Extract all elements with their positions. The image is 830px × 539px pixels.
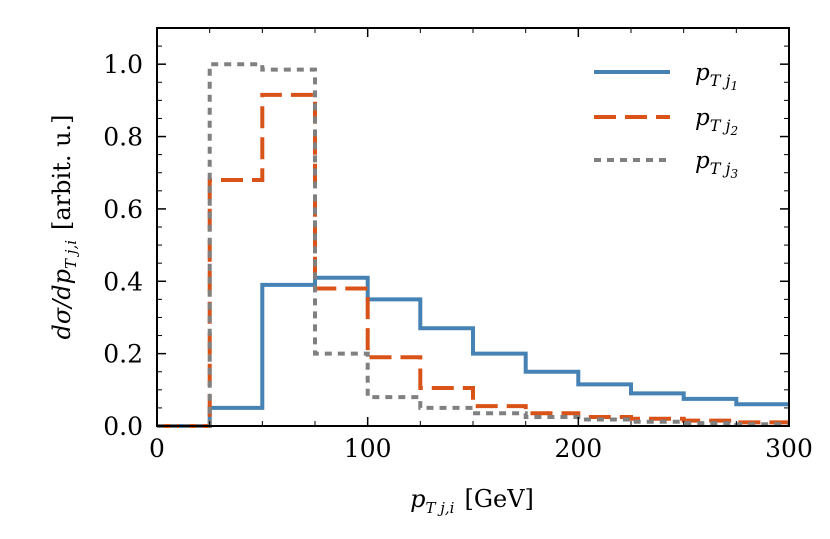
y-axis-label: dσ/dpT j,i[arbit. u.] [48,114,80,339]
y-tick-label: 0.2 [103,340,143,369]
x-tick-label: 200 [554,434,602,463]
y-tick-label: 1.0 [103,50,143,79]
legend-label-pTj3: pT j3 [695,148,738,181]
series-line-1 [157,275,789,428]
plot-frame [156,27,790,427]
legend-label-pTj2: pT j2 [695,105,738,138]
series-line-3 [157,62,789,428]
ticks-layer: 0 100 200 300 0.0 0.2 0.4 0.6 0.8 1.0 [103,27,813,463]
y-tick-label: 0.6 [103,195,143,224]
x-tick-label: 300 [765,434,813,463]
y-tick-label: 0.8 [103,123,143,152]
legend: pT j1 pT j2 pT j3 [594,60,738,181]
series-layer [157,62,789,428]
x-tick-label: 0 [149,434,165,463]
y-tick-label: 0.4 [103,267,143,296]
x-tick-label: 100 [344,434,392,463]
x-axis-label: pT j,i [GeV] [410,485,534,517]
y-tick-label: 0.0 [103,412,143,441]
series-line-2 [157,92,789,428]
legend-label-pTj1: pT j1 [695,60,738,93]
